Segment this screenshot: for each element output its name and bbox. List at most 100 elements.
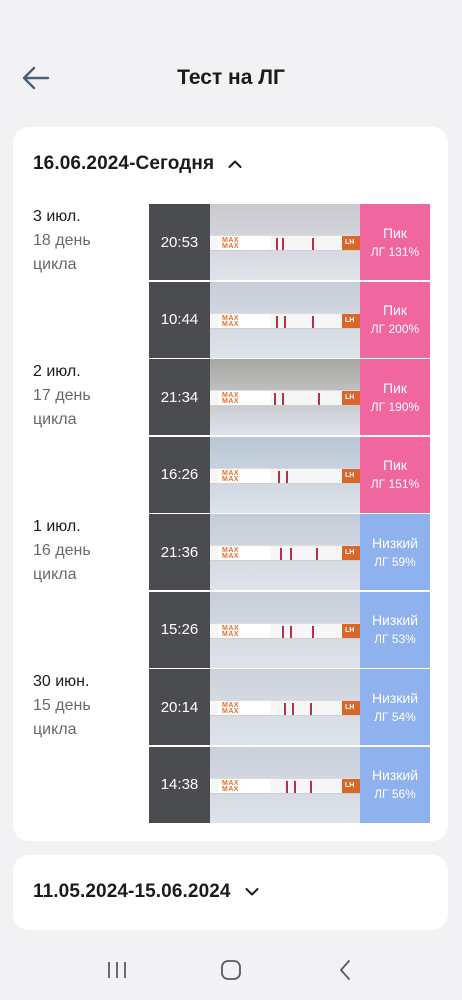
strip-test-line (286, 780, 288, 793)
recent-apps-button[interactable] (97, 950, 137, 990)
strip-test-line (318, 393, 320, 405)
test-time: 16:26 (149, 436, 210, 513)
lh-percent: ЛГ 151% (370, 477, 420, 491)
day-cycle-word: цикла (33, 256, 77, 273)
strip-max-label: MAX MAX (222, 624, 240, 638)
status-label: Низкий (371, 612, 419, 628)
day-label: 3 июл. 18 день цикла (33, 205, 91, 277)
day-cycle: 17 день (33, 387, 91, 404)
strip-test-line (282, 238, 284, 250)
test-status-badge: Пик ЛГ 131% (360, 204, 430, 280)
status-label: Низкий (371, 767, 419, 783)
day-cycle-word: цикла (33, 411, 77, 428)
strip-test-line (284, 315, 286, 328)
strip-test-line (276, 238, 278, 250)
test-strip-photo: MAX MAX LH (210, 514, 360, 590)
status-label: Пик (382, 457, 407, 473)
day-date: 3 июл. (33, 208, 81, 225)
strip-lh-label: LH (345, 626, 355, 634)
system-back-button[interactable] (325, 950, 365, 990)
strip-lh-label: LH (345, 704, 355, 711)
test-strip-photo: MAX MAX LH (210, 669, 360, 745)
day-cycle: 18 день (33, 232, 91, 249)
test-status-badge: Пик ЛГ 151% (360, 436, 430, 513)
test-strip-photo: MAX MAX LH (210, 204, 360, 280)
period-header-current[interactable]: 16.06.2024-Сегодня (33, 153, 242, 175)
test-row[interactable]: 16:26 MAX MAX LH Пик ЛГ 151% (149, 436, 430, 513)
back-icon (340, 960, 350, 980)
strip-max-label: MAX MAX (222, 314, 240, 328)
day-cycle-word: цикла (33, 566, 77, 583)
test-status-badge: Пик ЛГ 200% (360, 281, 430, 358)
test-time: 20:14 (149, 669, 210, 745)
test-strip: MAX MAX LH (210, 467, 360, 484)
day-date: 1 июл. (33, 518, 81, 535)
period-card-previous: 11.05.2024-15.06.2024 (13, 855, 448, 930)
status-label: Низкий (371, 689, 419, 706)
strip-lh-label: LH (345, 781, 355, 789)
strip-test-line (274, 393, 276, 405)
arrow-left-icon (22, 66, 50, 90)
lh-percent: ЛГ 59% (374, 554, 416, 569)
test-strip: MAX MAX LH (210, 622, 360, 639)
strip-test-line (286, 470, 288, 483)
test-status-badge: Низкий ЛГ 59% (360, 514, 430, 590)
day-label: 2 июл. 17 день цикла (33, 360, 91, 432)
lh-percent: ЛГ 200% (370, 322, 420, 336)
test-row[interactable]: 21:34 MAX MAX LH Пик ЛГ 190% (149, 359, 430, 435)
strip-test-line (290, 548, 292, 560)
home-icon (221, 960, 241, 980)
strip-test-line (310, 780, 312, 793)
status-label: Пик (382, 379, 407, 396)
test-strip: MAX MAX LH (210, 777, 360, 794)
back-button[interactable] (18, 60, 54, 96)
test-strip: MAX MAX LH (210, 545, 360, 561)
test-status-badge: Низкий ЛГ 53% (360, 591, 430, 668)
test-row[interactable]: 10:44 MAX MAX LH Пик ЛГ 200% (149, 281, 430, 358)
test-row[interactable]: 20:53 MAX MAX LH Пик ЛГ 131% (149, 204, 430, 280)
app-header: Тест на ЛГ (0, 0, 462, 112)
test-row[interactable]: 15:26 MAX MAX LH Низкий ЛГ 53% (149, 591, 430, 668)
test-strip: MAX MAX LH (210, 700, 360, 716)
test-strip-photo: MAX MAX LH (210, 591, 360, 668)
strip-lh-label: LH (345, 471, 355, 479)
day-cycle-word: цикла (33, 721, 77, 738)
strip-test-line (312, 315, 314, 328)
test-time: 10:44 (149, 281, 210, 358)
lh-percent: ЛГ 54% (374, 709, 416, 724)
strip-lh-label: LH (345, 316, 355, 324)
page-title: Тест на ЛГ (177, 66, 285, 89)
test-strip-photo: MAX MAX LH (210, 281, 360, 358)
test-time: 15:26 (149, 591, 210, 668)
home-button[interactable] (211, 950, 251, 990)
lh-percent: ЛГ 190% (370, 399, 420, 414)
day-label: 1 июл. 16 день цикла (33, 515, 91, 587)
strip-test-line (276, 315, 278, 328)
period-range: 11.05.2024-15.06.2024 (33, 881, 231, 902)
strip-test-line (312, 625, 314, 638)
chevron-down-icon (245, 887, 259, 897)
test-time: 14:38 (149, 746, 210, 823)
chevron-up-icon (228, 159, 242, 169)
test-row[interactable]: 20:14 MAX MAX LH Низкий ЛГ 54% (149, 669, 430, 745)
lh-percent: ЛГ 53% (374, 632, 416, 646)
test-strip: MAX MAX LH (210, 390, 360, 406)
strip-max-label: MAX MAX (222, 547, 240, 560)
strip-max-label: MAX MAX (222, 237, 240, 250)
strip-test-line (282, 393, 284, 405)
strip-max-label: MAX MAX (222, 392, 240, 405)
strip-max-label: MAX MAX (222, 469, 240, 483)
test-strip-photo: MAX MAX LH (210, 436, 360, 513)
test-row[interactable]: 14:38 MAX MAX LH Низкий ЛГ 56% (149, 746, 430, 823)
test-time: 21:34 (149, 359, 210, 435)
test-row[interactable]: 21:36 MAX MAX LH Низкий ЛГ 59% (149, 514, 430, 590)
strip-lh-label: LH (345, 394, 355, 401)
strip-test-line (290, 625, 292, 638)
period-header-previous[interactable]: 11.05.2024-15.06.2024 (33, 881, 259, 903)
day-cycle: 16 день (33, 542, 91, 559)
day-date: 2 июл. (33, 363, 81, 380)
strip-test-line (280, 548, 282, 560)
test-strip-photo: MAX MAX LH (210, 359, 360, 435)
lh-percent: ЛГ 131% (370, 244, 420, 259)
strip-test-line (292, 703, 294, 715)
